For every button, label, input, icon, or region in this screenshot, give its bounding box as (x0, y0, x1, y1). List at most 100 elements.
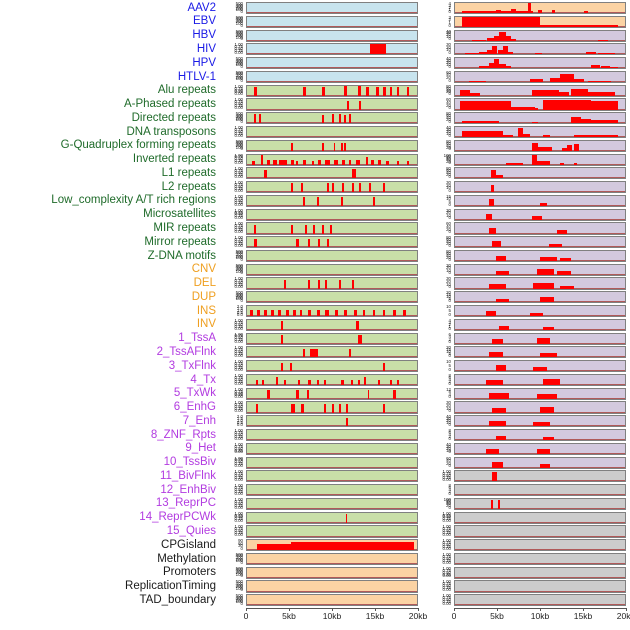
left-track-alu-repeats[interactable] (246, 84, 418, 97)
left-track-dna-transposons[interactable] (246, 125, 418, 139)
right-y-tick: 0 (448, 394, 451, 400)
right-track-directed-repeats[interactable] (454, 112, 626, 125)
left-track-5-txwk[interactable] (246, 387, 418, 400)
right-track-inv[interactable] (454, 318, 626, 331)
left-track-l1-repeats[interactable] (246, 167, 418, 180)
left-y-tick: 200 (235, 143, 243, 149)
left-y-tick: 0.50 (234, 486, 243, 492)
left-track-4-tx[interactable] (246, 373, 418, 387)
right-track-1-tssa[interactable] (454, 332, 626, 345)
right-track-6-enhg[interactable] (454, 401, 626, 414)
left-track-13-reprpc[interactable] (246, 497, 418, 510)
right-y-tick: 20 (446, 128, 451, 134)
right-track-promoters[interactable] (454, 566, 626, 579)
left-track-aav2[interactable] (246, 2, 418, 15)
right-track-10-tssbiv[interactable] (454, 456, 626, 469)
right-track-htlv-1[interactable] (454, 70, 626, 84)
left-track-cnv[interactable] (246, 263, 418, 276)
right-track-z-dna-motifs[interactable] (454, 249, 626, 263)
left-track-10-tssbiv[interactable] (246, 456, 418, 469)
left-track-low-complexity-a-t-rich-regions[interactable] (246, 194, 418, 207)
left-track-ebv[interactable] (246, 15, 418, 28)
left-track-inv[interactable] (246, 318, 418, 331)
left-track-8-znf-rpts[interactable] (246, 428, 418, 442)
left-track-z-dna-motifs[interactable] (246, 249, 418, 263)
data-bar (543, 379, 561, 386)
right-track-4-tx[interactable] (454, 373, 626, 387)
right-track-mir-repeats[interactable] (454, 222, 626, 235)
right-track-11-bivflnk[interactable] (454, 470, 626, 483)
left-track-12-enhbiv[interactable] (246, 484, 418, 497)
right-track-aav2[interactable] (454, 2, 626, 15)
left-track-l2-repeats[interactable] (246, 181, 418, 194)
left-track-mir-repeats[interactable] (246, 222, 418, 235)
left-track-14-reprpcwk[interactable] (246, 511, 418, 524)
left-track-g-quadruplex-forming-repeats[interactable] (246, 139, 418, 152)
left-track-a-phased-repeats[interactable] (246, 98, 418, 111)
right-y-tick: 60 (446, 85, 451, 91)
left-track-cpgisland[interactable] (246, 539, 418, 552)
left-track-6-enhg[interactable] (246, 401, 418, 414)
right-track-l1-repeats[interactable] (454, 167, 626, 180)
left-track-del[interactable] (246, 277, 418, 290)
left-track-3-txflnk[interactable] (246, 360, 418, 373)
left-track-11-bivflnk[interactable] (246, 470, 418, 483)
right-track-12-enhbiv[interactable] (454, 484, 626, 497)
left-track-inverted-repeats[interactable] (246, 153, 418, 166)
left-track-9-het[interactable] (246, 442, 418, 455)
right-y-tick: 80 (446, 111, 451, 117)
right-track-ins[interactable] (454, 305, 626, 318)
left-track-dup[interactable] (246, 291, 418, 304)
right-track-mirror-repeats[interactable] (454, 236, 626, 249)
left-track-2-tssaflnk[interactable] (246, 346, 418, 359)
left-track-15-quies[interactable] (246, 525, 418, 538)
right-track-9-het[interactable] (454, 442, 626, 455)
right-track-hiv[interactable] (454, 43, 626, 56)
right-track-cpgisland[interactable] (454, 539, 626, 552)
right-track-low-complexity-a-t-rich-regions[interactable] (454, 194, 626, 207)
right-track-hbv[interactable] (454, 29, 626, 42)
left-track-replicationtiming[interactable] (246, 580, 418, 593)
right-track-ebv[interactable] (454, 15, 626, 28)
left-track-7-enh[interactable] (246, 415, 418, 428)
right-track-3-txflnk[interactable] (454, 360, 626, 373)
left-track-hiv[interactable] (246, 43, 418, 56)
right-track-2-tssaflnk[interactable] (454, 346, 626, 359)
left-track-hpv[interactable] (246, 57, 418, 70)
right-track-replicationtiming[interactable] (454, 580, 626, 593)
right-track-14-reprpcwk[interactable] (454, 511, 626, 524)
right-track-15-quies[interactable] (454, 525, 626, 538)
right-track-methylation[interactable] (454, 552, 626, 566)
right-track-7-enh[interactable] (454, 415, 626, 428)
right-track-l2-repeats[interactable] (454, 181, 626, 194)
left-track-tad-boundary[interactable] (246, 594, 418, 607)
left-track-methylation[interactable] (246, 552, 418, 566)
left-track-mirror-repeats[interactable] (246, 236, 418, 249)
right-track-g-quadruplex-forming-repeats[interactable] (454, 139, 626, 152)
right-track-dna-transposons[interactable] (454, 125, 626, 139)
left-y-tick: 0.50 (234, 459, 243, 465)
right-track-del[interactable] (454, 277, 626, 290)
left-track-htlv-1[interactable] (246, 70, 418, 84)
left-track-hbv[interactable] (246, 29, 418, 42)
right-track-13-reprpc[interactable] (454, 497, 626, 510)
left-track-ins[interactable] (246, 305, 418, 318)
right-track-tad-boundary[interactable] (454, 594, 626, 607)
right-track-a-phased-repeats[interactable] (454, 98, 626, 111)
right-track-microsatellites[interactable] (454, 208, 626, 221)
data-bar (362, 310, 365, 317)
left-track-1-tssa[interactable] (246, 332, 418, 345)
right-track-5-txwk[interactable] (454, 387, 626, 400)
right-track-alu-repeats[interactable] (454, 84, 626, 97)
data-bar (335, 310, 339, 317)
right-track-8-znf-rpts[interactable] (454, 428, 626, 442)
left-track-directed-repeats[interactable] (246, 112, 418, 125)
right-track-cnv[interactable] (454, 263, 626, 276)
right-track-dup[interactable] (454, 291, 626, 304)
right-track-inverted-repeats[interactable] (454, 153, 626, 166)
left-y-tick: 0.25 (234, 213, 243, 219)
left-track-microsatellites[interactable] (246, 208, 418, 221)
left-track-promoters[interactable] (246, 566, 418, 579)
data-bar (528, 3, 531, 14)
right-track-hpv[interactable] (454, 57, 626, 70)
